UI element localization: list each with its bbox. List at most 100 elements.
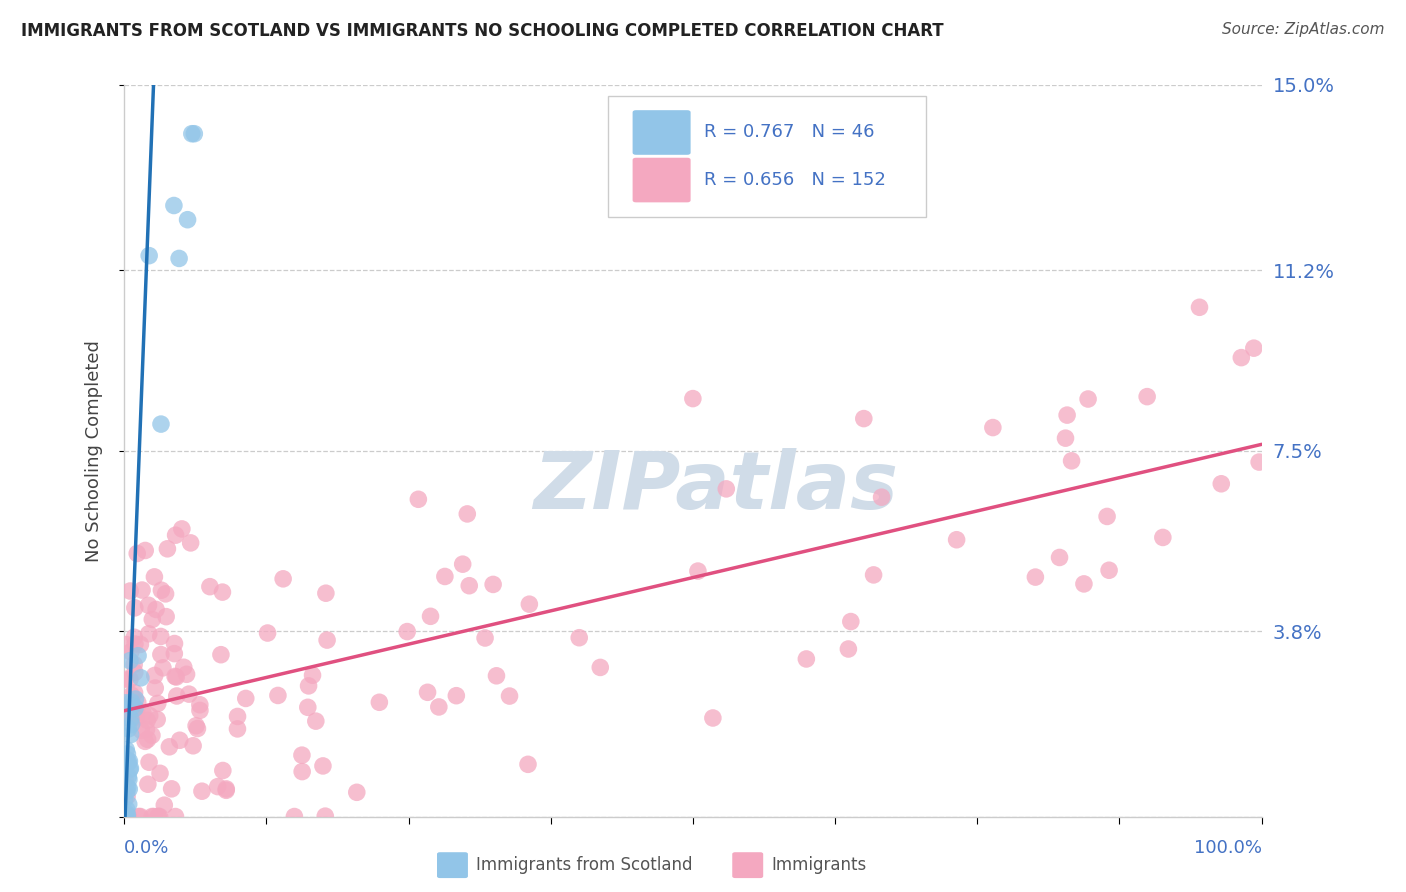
Point	[346, 785, 368, 799]
Point	[117, 756, 139, 770]
Point	[209, 648, 232, 662]
Point	[163, 647, 186, 661]
Text: Immigrants: Immigrants	[772, 855, 868, 873]
Point	[124, 701, 146, 715]
Point	[181, 739, 204, 753]
Point	[165, 670, 187, 684]
Point	[485, 669, 508, 683]
Point	[114, 792, 136, 806]
Point	[173, 660, 195, 674]
Point	[142, 809, 165, 823]
Point	[215, 781, 238, 796]
Point	[120, 645, 142, 659]
Point	[120, 712, 142, 726]
Point	[138, 627, 160, 641]
Point	[433, 569, 456, 583]
Point	[862, 568, 884, 582]
Point	[124, 686, 146, 700]
Point	[368, 695, 391, 709]
FancyBboxPatch shape	[607, 96, 927, 217]
Point	[155, 609, 177, 624]
Point	[124, 692, 146, 706]
Point	[138, 708, 160, 723]
Point	[1230, 351, 1253, 365]
Text: ZIPatlas: ZIPatlas	[533, 449, 898, 526]
Point	[291, 764, 314, 779]
Point	[839, 615, 862, 629]
Point	[682, 392, 704, 406]
Point	[141, 612, 163, 626]
Point	[981, 420, 1004, 434]
Point	[146, 697, 169, 711]
Point	[120, 584, 142, 599]
Point	[115, 789, 138, 804]
Point	[132, 706, 155, 720]
Point	[852, 411, 875, 425]
Point	[114, 809, 136, 823]
FancyBboxPatch shape	[633, 111, 690, 155]
Point	[121, 717, 143, 731]
Point	[156, 541, 179, 556]
Point	[114, 773, 136, 788]
Point	[134, 543, 156, 558]
Point	[117, 807, 139, 822]
Point	[1136, 390, 1159, 404]
Point	[427, 700, 450, 714]
Y-axis label: No Schooling Completed: No Schooling Completed	[86, 340, 103, 562]
Point	[129, 809, 152, 823]
Point	[837, 642, 859, 657]
Point	[1098, 563, 1121, 577]
Text: R = 0.767   N = 46: R = 0.767 N = 46	[704, 123, 875, 142]
Point	[297, 700, 319, 714]
Point	[160, 781, 183, 796]
Point	[1211, 476, 1233, 491]
Point	[305, 714, 328, 728]
Point	[114, 756, 136, 771]
Point	[149, 648, 172, 662]
Point	[115, 784, 138, 798]
Text: Source: ZipAtlas.com: Source: ZipAtlas.com	[1222, 22, 1385, 37]
Point	[215, 783, 238, 797]
Point	[117, 756, 139, 770]
Point	[143, 570, 166, 584]
Point	[127, 695, 149, 709]
Text: IMMIGRANTS FROM SCOTLAND VS IMMIGRANTS NO SCHOOLING COMPLETED CORRELATION CHART: IMMIGRANTS FROM SCOTLAND VS IMMIGRANTS N…	[21, 22, 943, 40]
Point	[235, 691, 257, 706]
Point	[124, 637, 146, 651]
Point	[451, 557, 474, 571]
Point	[1249, 455, 1271, 469]
Point	[446, 689, 468, 703]
Point	[117, 769, 139, 783]
Point	[165, 528, 187, 542]
Point	[297, 679, 319, 693]
Point	[267, 689, 290, 703]
Point	[191, 784, 214, 798]
Point	[226, 722, 249, 736]
Point	[149, 417, 172, 431]
Point	[117, 722, 139, 736]
Point	[118, 797, 141, 812]
Point	[1152, 531, 1174, 545]
Point	[124, 665, 146, 680]
Point	[150, 583, 173, 598]
Point	[167, 252, 190, 266]
Point	[945, 533, 967, 547]
Point	[1049, 550, 1071, 565]
Point	[1056, 408, 1078, 422]
Point	[112, 809, 135, 823]
Point	[131, 582, 153, 597]
Point	[186, 722, 208, 736]
Point	[115, 752, 138, 766]
Point	[118, 654, 141, 668]
Point	[408, 492, 430, 507]
Point	[121, 699, 143, 714]
Point	[141, 728, 163, 742]
Point	[148, 809, 170, 823]
Point	[117, 780, 139, 795]
Point	[114, 809, 136, 823]
Point	[136, 732, 159, 747]
Point	[1024, 570, 1046, 584]
Text: Immigrants from Scotland: Immigrants from Scotland	[477, 855, 693, 873]
Point	[121, 695, 143, 709]
Point	[163, 198, 186, 212]
